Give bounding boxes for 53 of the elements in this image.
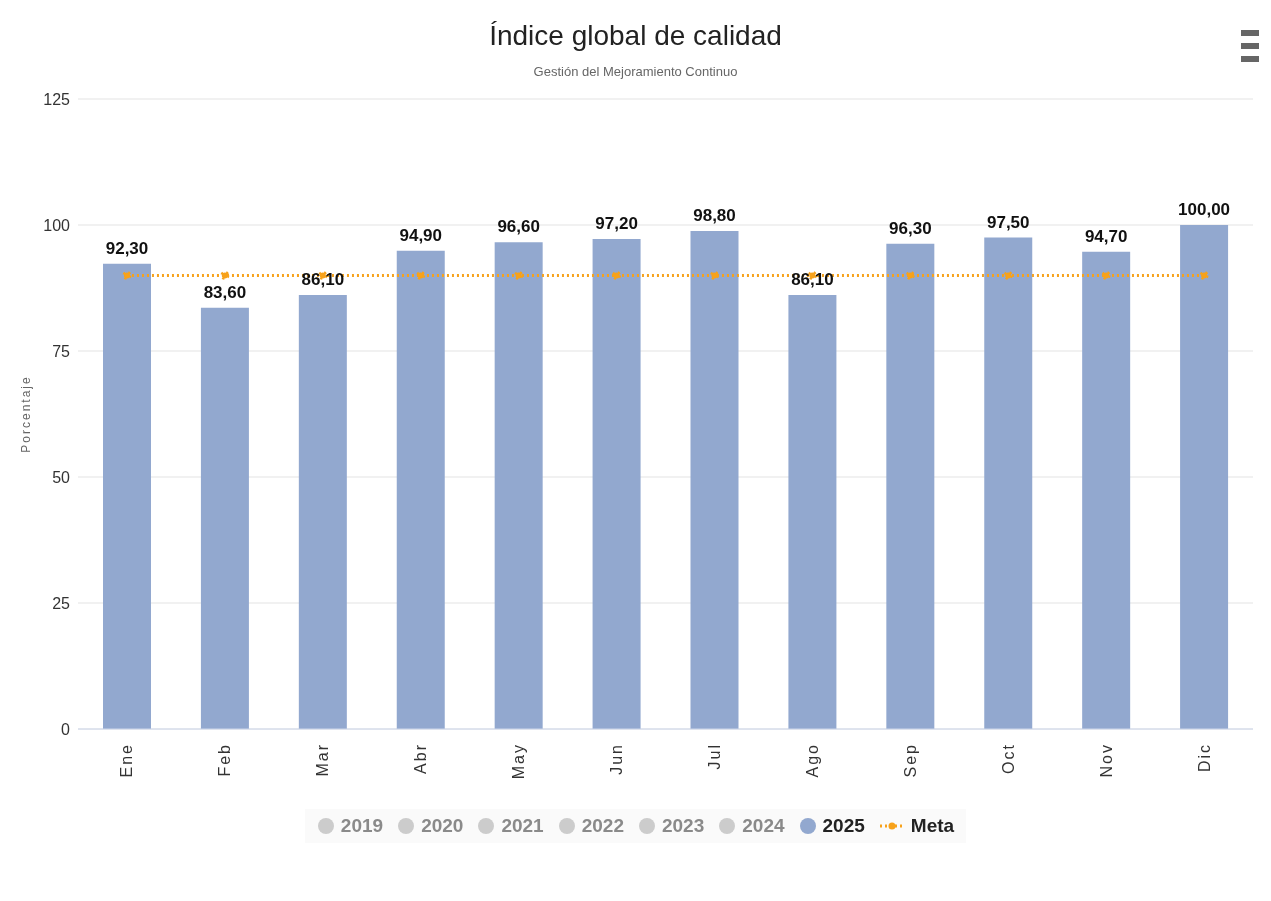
data-label: 83,60	[203, 282, 247, 302]
legend-label: 2023	[661, 815, 705, 837]
bar	[592, 239, 641, 729]
x-tick-label: Dic	[1195, 743, 1213, 773]
y-tick-label: 100	[43, 216, 71, 234]
bar	[1082, 251, 1131, 729]
bar	[200, 307, 249, 729]
data-label: 92,30	[105, 238, 149, 258]
bar	[494, 242, 543, 729]
x-tick-label: Ene	[118, 743, 136, 778]
bar	[396, 250, 445, 729]
legend-label: 2022	[581, 815, 624, 837]
bar	[886, 243, 935, 729]
bar	[788, 295, 837, 729]
legend-label: 2021	[501, 815, 544, 837]
data-label: 94,70	[1084, 226, 1128, 246]
data-label: 94,90	[399, 225, 443, 245]
x-tick-label: May	[510, 743, 528, 780]
x-tick-label: Abr	[412, 743, 430, 774]
data-label: 98,80	[693, 206, 736, 226]
x-tick-label: Sep	[901, 743, 919, 778]
data-label: 86,10	[301, 270, 345, 290]
x-tick-label: Oct	[999, 743, 1017, 774]
legend-label: 2020	[421, 815, 464, 837]
legend-label: 2025	[822, 815, 865, 837]
x-tick-label: Feb	[216, 743, 234, 777]
bar	[690, 231, 739, 729]
bar	[103, 263, 151, 729]
y-tick-label: 0	[61, 720, 71, 738]
x-tick-label: Nov	[1097, 743, 1115, 778]
bar	[1180, 225, 1229, 729]
y-tick-label: 25	[52, 594, 71, 612]
data-label: 97,50	[986, 212, 1030, 232]
x-tick-label: Jul	[705, 743, 723, 770]
chart-title: Índice global de calidad	[488, 19, 783, 52]
x-tick-label: Mar	[314, 743, 332, 777]
data-label: 100,00	[1178, 200, 1231, 219]
bar	[298, 295, 347, 729]
y-tick-label: 125	[43, 90, 71, 108]
data-label: 97,20	[595, 214, 638, 234]
x-tick-label: Jun	[608, 743, 626, 775]
y-tick-label: 75	[52, 342, 71, 360]
data-label: 96,30	[889, 218, 932, 238]
data-label: 96,60	[497, 217, 540, 237]
chart-subtitle: Gestión del Mejoramiento Continuo	[532, 64, 739, 79]
legend-label: Meta	[910, 815, 955, 837]
x-tick-label: Ago	[803, 743, 821, 778]
legend-label: 2019	[340, 815, 384, 837]
y-tick-label: 50	[52, 468, 71, 486]
data-label: 86,10	[791, 270, 834, 290]
y-axis-title: Porcentaje	[19, 375, 34, 453]
legend-label: 2024	[742, 815, 785, 837]
bar	[984, 237, 1033, 729]
